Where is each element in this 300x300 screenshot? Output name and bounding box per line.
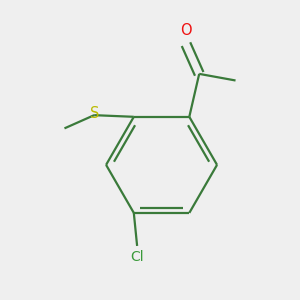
Text: O: O bbox=[180, 23, 192, 38]
Text: S: S bbox=[89, 106, 99, 121]
Text: Cl: Cl bbox=[130, 250, 144, 264]
